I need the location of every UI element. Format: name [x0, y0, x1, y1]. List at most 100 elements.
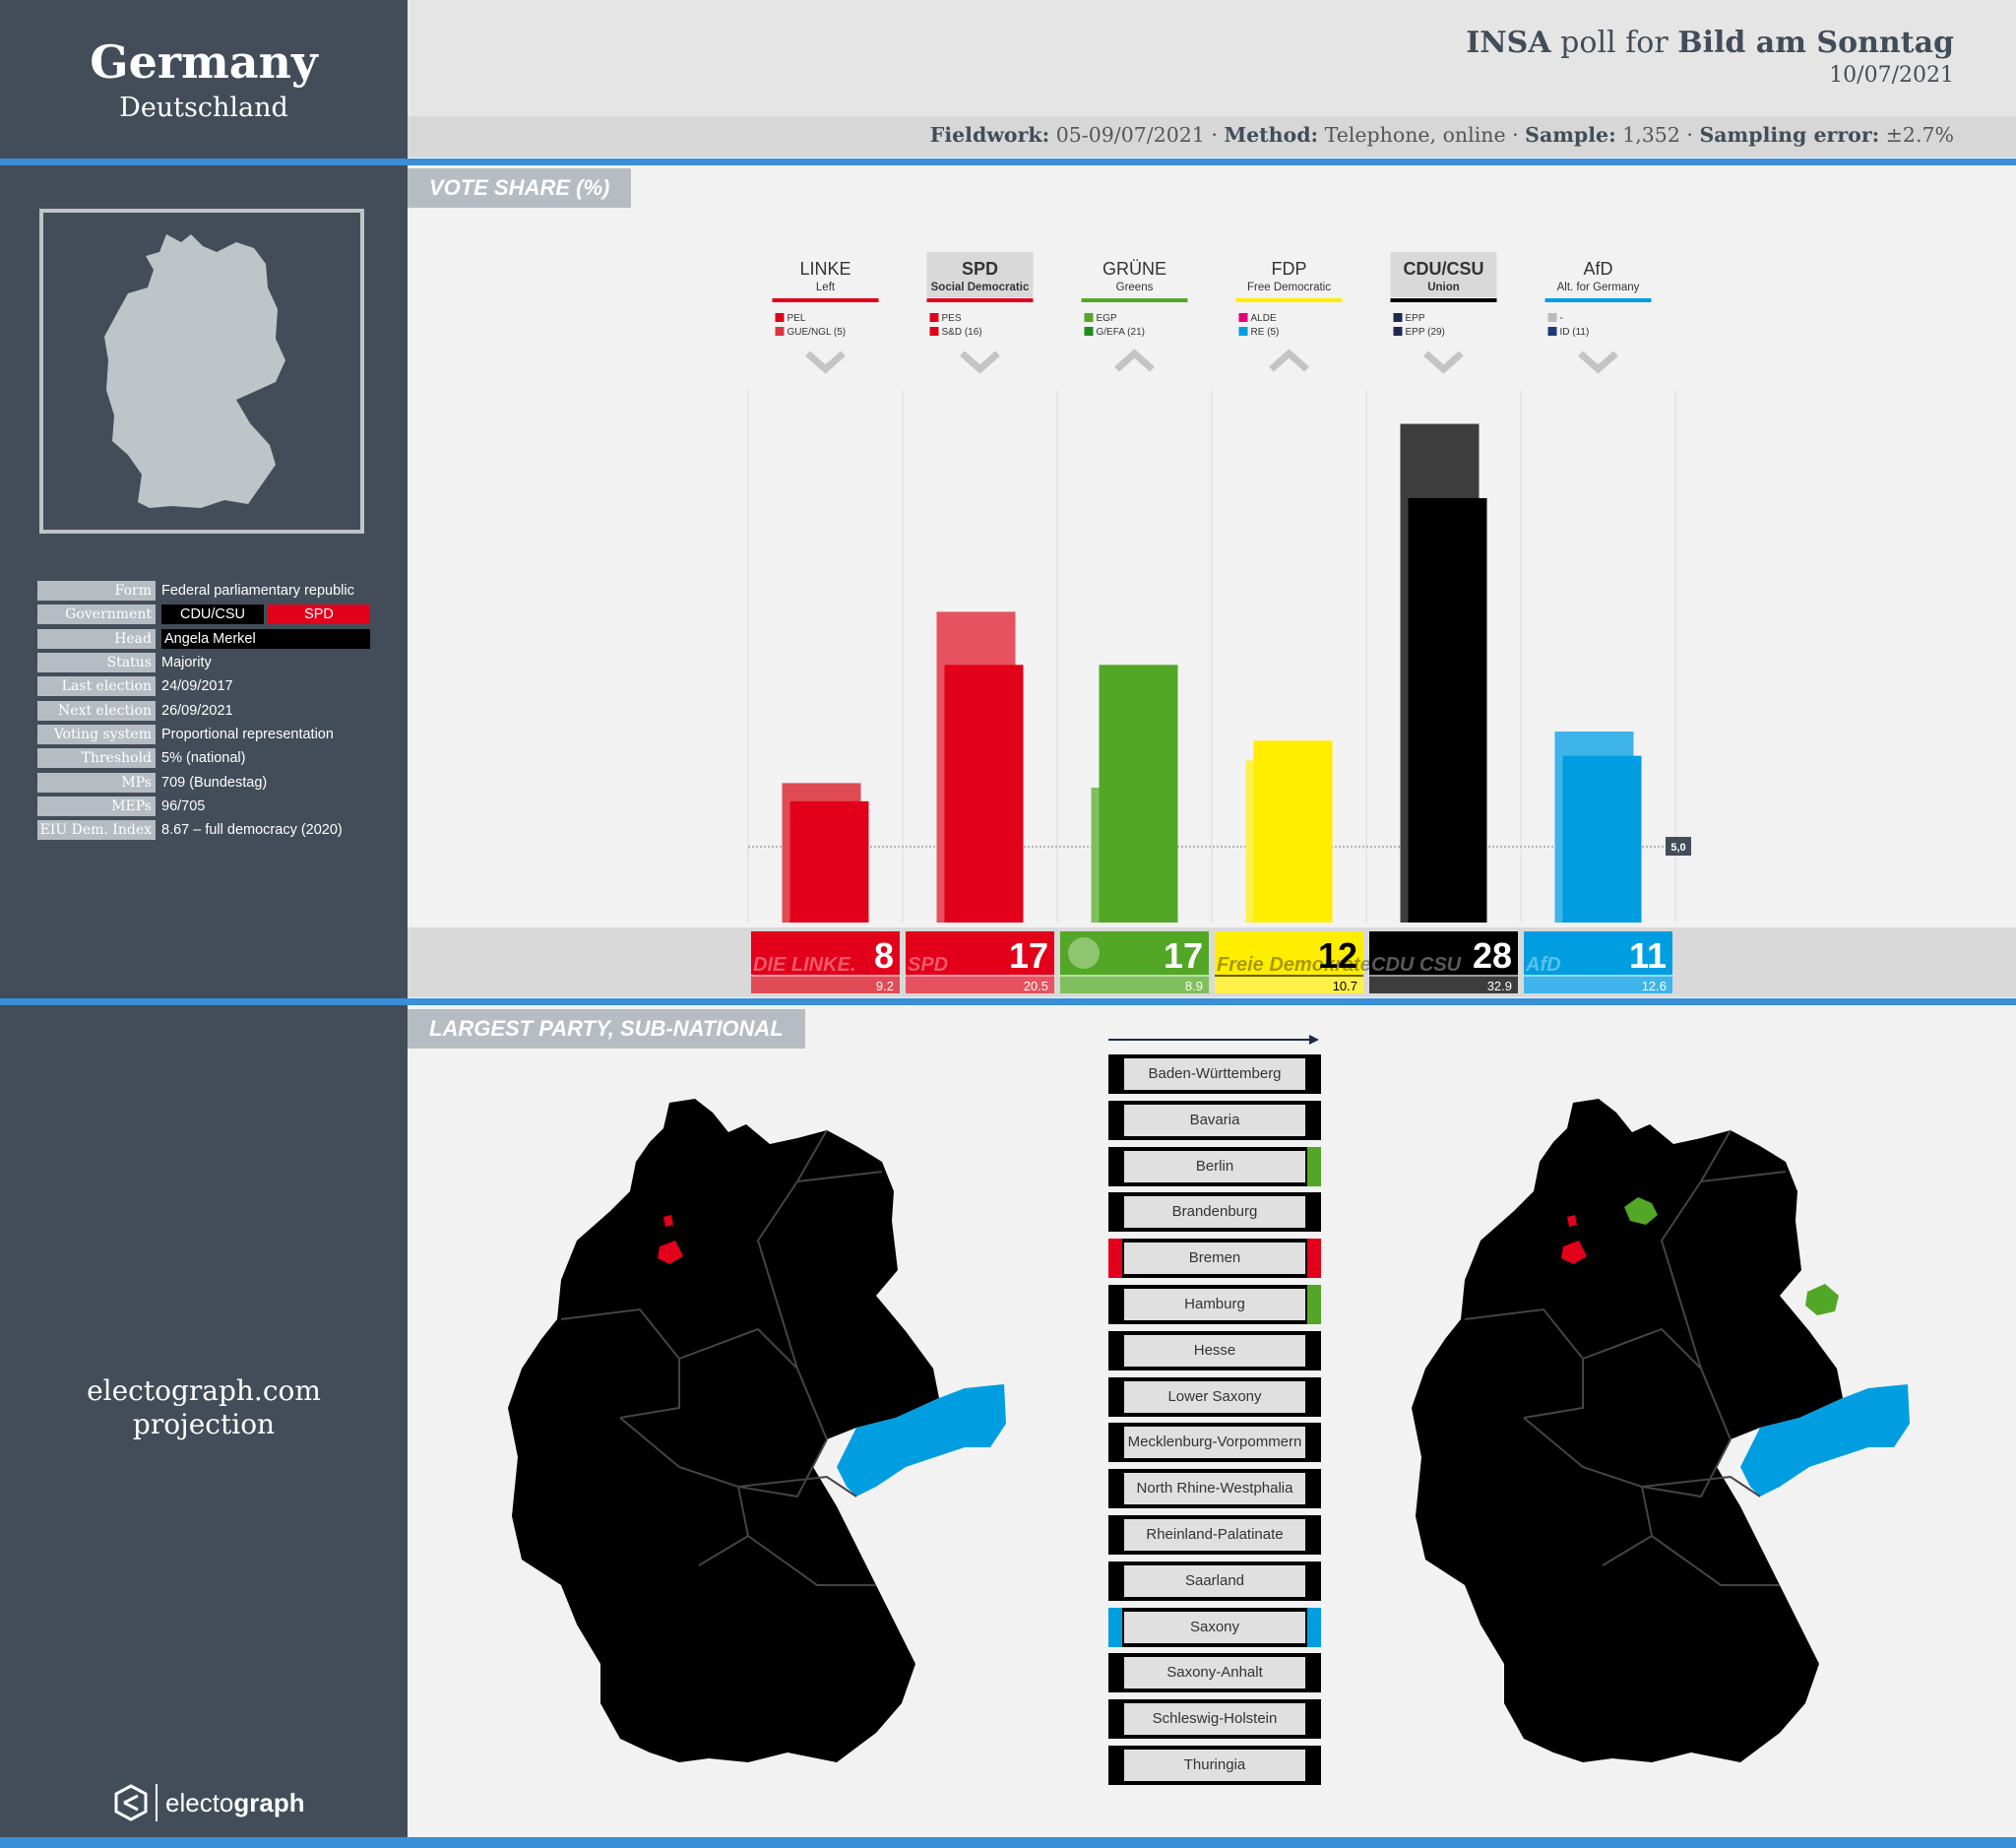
eu-group-label: ID (11): [1560, 327, 1590, 338]
state-name: Schleswig-Holstein: [1124, 1703, 1305, 1736]
info-row-meps: MEPs 96/705: [37, 795, 370, 818]
state-current-color: [1307, 1607, 1321, 1647]
info-key: Last election: [37, 676, 156, 697]
logo-separator: [156, 1784, 158, 1821]
threshold-badge: [1666, 837, 1691, 857]
party-value: 28: [1473, 935, 1512, 976]
previous-value-box: [751, 977, 900, 993]
state-previous-color: [1108, 1699, 1122, 1740]
info-row-head: Head Angela Merkel: [37, 627, 370, 651]
electograph-logo: electo graph: [114, 1780, 305, 1825]
info-row-threshold: Threshold 5% (national): [37, 746, 370, 770]
eu-group-label: PEL: [788, 313, 806, 324]
electograph-logo-icon: [114, 1784, 148, 1821]
state-current-color: [1307, 1100, 1321, 1140]
eu-group-swatch: [775, 327, 785, 336]
bremerhaven-region: [663, 1215, 673, 1227]
state-previous-color: [1108, 1561, 1122, 1601]
state-name: Thuringia: [1124, 1750, 1305, 1781]
state-current-color: [1307, 1561, 1321, 1601]
pollster-name: INSA: [1466, 26, 1551, 60]
government-party-cdu: CDU/CSU: [161, 605, 264, 625]
trend-up-icon: [1114, 349, 1155, 372]
eu-group-swatch: [1393, 313, 1403, 322]
party-logo-text: SPD: [908, 954, 948, 976]
state-current-color: [1307, 1330, 1321, 1370]
state-name: Baden-Württemberg: [1124, 1058, 1305, 1090]
sunflower-logo-icon: [1068, 937, 1100, 969]
state-current-color: [1307, 1146, 1321, 1186]
bremerhaven-region: [1567, 1215, 1577, 1227]
value-box: [906, 931, 1054, 977]
info-row-last-election: Last election 24/09/2017: [37, 674, 370, 698]
info-row-form: Form Federal parliamentary republic: [37, 579, 370, 603]
info-value: 96/705: [161, 797, 206, 814]
vote-share-bar: [944, 665, 1024, 923]
state-previous-color: [1108, 1100, 1122, 1140]
party-name: AfD: [1583, 259, 1612, 279]
party-value: 17: [1009, 935, 1048, 976]
party-name: GRÜNE: [1102, 259, 1166, 279]
saxony-region: [837, 1384, 1006, 1497]
info-row-voting-system: Voting system Proportional representation: [37, 723, 370, 746]
eu-group-label: ALDE: [1251, 313, 1277, 324]
eu-group-label: EGP: [1097, 313, 1117, 324]
brand-text-b: graph: [233, 1787, 305, 1817]
state-list-item: Rheinland-Palatinate: [1108, 1515, 1321, 1555]
state-previous-color: [1108, 1054, 1122, 1094]
info-row-status: Status Majority: [37, 651, 370, 674]
previous-value-box: [1524, 977, 1672, 993]
eu-group-swatch: [929, 313, 939, 322]
info-key: MEPs: [37, 796, 156, 816]
state-list-item: Brandenburg: [1108, 1192, 1321, 1233]
footer-bar: [0, 1837, 2016, 1848]
state-previous-color: [1108, 1515, 1122, 1555]
poll-for-text: poll for: [1560, 26, 1669, 60]
state-name: Saxony-Anhalt: [1124, 1657, 1305, 1689]
state-name: North Rhine-Westphalia: [1124, 1473, 1305, 1505]
info-value: 24/09/2017: [161, 678, 233, 695]
previous-value-box: [1060, 977, 1209, 993]
info-key: Next election: [37, 700, 156, 721]
error-value: ±2.7%: [1885, 123, 1954, 147]
eu-group-label: EPP (29): [1406, 327, 1445, 338]
eu-group-label: GUE/NGL (5): [788, 327, 847, 338]
state-name: Mecklenburg-Vorpommern: [1124, 1427, 1305, 1459]
eu-group-label: EPP: [1406, 313, 1425, 324]
state-list-item: Schleswig-Holstein: [1108, 1699, 1321, 1740]
eu-group-swatch: [929, 327, 939, 336]
state-previous-color: [1108, 1746, 1122, 1785]
value-box: [1369, 931, 1518, 977]
vote-share-bar: [1099, 665, 1178, 923]
state-previous-color: [1108, 1330, 1122, 1370]
state-list-item: Bremen: [1108, 1239, 1321, 1279]
state-current-color: [1307, 1515, 1321, 1555]
state-name: Bremen: [1124, 1243, 1305, 1275]
eu-group-swatch: [1547, 327, 1557, 336]
value-box: [1215, 931, 1363, 977]
party-description: Alt. for Germany: [1557, 282, 1640, 293]
state-borders: [560, 1129, 883, 1586]
trend-down-icon: [805, 350, 846, 374]
party-previous-value: 9.2: [876, 979, 894, 993]
state-name: Hesse: [1124, 1334, 1305, 1367]
party-header-highlight: [1390, 252, 1497, 297]
party-logo-text: CDU CSU: [1371, 954, 1462, 976]
threshold-label: 5,0: [1670, 842, 1685, 854]
state-list-item: Mecklenburg-Vorpommern: [1108, 1423, 1321, 1463]
sample-value: 1,352: [1622, 123, 1680, 147]
info-key: Status: [37, 653, 156, 673]
party-description: Social Democratic: [931, 282, 1030, 293]
info-row-government: Government CDU/CSU SPD: [37, 603, 370, 626]
poll-date: 10/07/2021: [1829, 63, 1954, 88]
info-value: 8.67 – full democracy (2020): [161, 822, 343, 839]
germany-map-shape: [1412, 1099, 1843, 1762]
info-key: EIU Dem. Index: [37, 820, 156, 841]
state-list-item: Thuringia: [1108, 1746, 1321, 1785]
vote-share-bar: [1562, 755, 1642, 923]
eu-group-label: PES: [942, 313, 962, 324]
value-box-divider: [751, 975, 900, 977]
state-previous-color: [1108, 1146, 1122, 1186]
projection-line-2: projection: [132, 1408, 276, 1440]
brand-text-a: electo: [165, 1787, 234, 1817]
